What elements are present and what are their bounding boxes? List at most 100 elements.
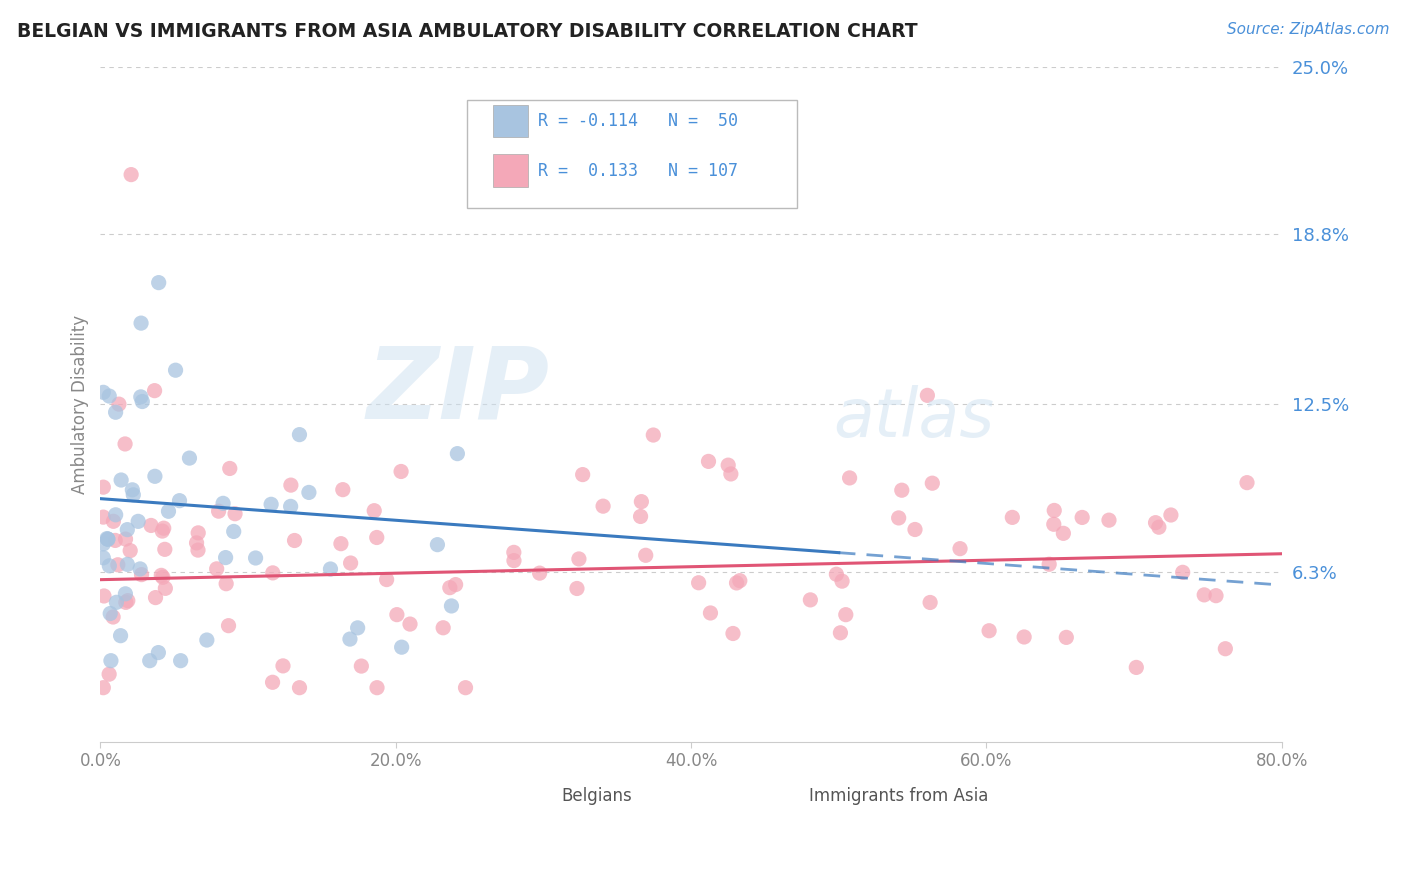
Point xyxy=(150,568,173,582)
Point xyxy=(91,537,114,551)
Point xyxy=(332,483,354,497)
Point xyxy=(887,511,910,525)
Point xyxy=(568,552,591,566)
Point xyxy=(148,646,170,660)
Point xyxy=(630,509,652,524)
Point xyxy=(114,587,136,601)
Point xyxy=(114,595,136,609)
Point xyxy=(1042,517,1064,532)
Point xyxy=(697,454,720,468)
Point xyxy=(1125,660,1147,674)
Point xyxy=(91,480,114,494)
Point xyxy=(214,550,236,565)
Text: R = -0.114   N =  50: R = -0.114 N = 50 xyxy=(537,112,738,130)
Point xyxy=(1071,510,1094,524)
Point xyxy=(245,551,267,566)
Point xyxy=(1171,566,1194,580)
Point xyxy=(283,533,305,548)
Point xyxy=(831,574,853,589)
Point xyxy=(224,507,246,521)
FancyBboxPatch shape xyxy=(513,782,550,809)
Point xyxy=(131,394,153,409)
Point xyxy=(212,496,235,510)
Point xyxy=(103,514,125,528)
Point xyxy=(262,566,284,580)
Point xyxy=(725,576,748,591)
Point xyxy=(110,629,132,643)
Point xyxy=(195,633,218,648)
Point xyxy=(1043,503,1066,517)
FancyBboxPatch shape xyxy=(762,782,797,809)
Point xyxy=(157,504,180,518)
Point xyxy=(1038,558,1060,572)
Point xyxy=(446,447,468,461)
Point xyxy=(93,589,115,603)
Point xyxy=(100,654,122,668)
Point xyxy=(120,168,142,182)
Point xyxy=(502,545,524,559)
Point xyxy=(91,681,114,695)
Point xyxy=(110,473,132,487)
Point xyxy=(127,514,149,528)
Point xyxy=(720,467,742,481)
Point xyxy=(129,390,152,404)
Point xyxy=(129,316,152,330)
Point xyxy=(440,599,463,613)
Point xyxy=(98,607,121,621)
Point xyxy=(920,595,942,609)
Point xyxy=(339,556,361,570)
Point xyxy=(139,518,162,533)
Point xyxy=(1144,516,1167,530)
Point xyxy=(121,483,143,497)
Point xyxy=(207,504,229,518)
Point xyxy=(1160,508,1182,522)
Point xyxy=(699,606,721,620)
Point xyxy=(571,467,593,482)
Point xyxy=(634,549,657,563)
Point xyxy=(114,437,136,451)
FancyBboxPatch shape xyxy=(467,101,797,209)
Text: BELGIAN VS IMMIGRANTS FROM ASIA AMBULATORY DISABILITY CORRELATION CHART: BELGIAN VS IMMIGRANTS FROM ASIA AMBULATO… xyxy=(17,22,918,41)
Point xyxy=(432,621,454,635)
Point xyxy=(329,537,352,551)
Point xyxy=(179,451,201,466)
Point xyxy=(117,593,139,607)
Point xyxy=(131,567,153,582)
Point xyxy=(835,607,858,622)
Point xyxy=(169,493,191,508)
Point xyxy=(169,654,191,668)
Point xyxy=(187,543,209,558)
Point xyxy=(643,428,665,442)
Point xyxy=(339,632,361,646)
Point xyxy=(114,532,136,546)
Point xyxy=(688,575,710,590)
Text: Immigrants from Asia: Immigrants from Asia xyxy=(810,787,988,805)
Point xyxy=(218,461,240,475)
Point xyxy=(1192,588,1215,602)
Text: atlas: atlas xyxy=(832,384,994,450)
Point xyxy=(503,553,526,567)
Point xyxy=(108,397,131,411)
Point xyxy=(104,405,127,419)
Point xyxy=(148,276,170,290)
Point xyxy=(143,384,166,398)
Point xyxy=(904,523,927,537)
Point xyxy=(186,536,208,550)
Point xyxy=(120,543,142,558)
Point xyxy=(630,494,652,508)
Point xyxy=(366,681,388,695)
FancyBboxPatch shape xyxy=(492,105,529,137)
Point xyxy=(346,621,368,635)
Point xyxy=(117,523,139,537)
Point xyxy=(215,576,238,591)
Point xyxy=(298,485,321,500)
Point xyxy=(262,675,284,690)
Point xyxy=(96,532,118,546)
Point xyxy=(152,521,174,535)
Point xyxy=(375,573,398,587)
Point xyxy=(260,497,283,511)
Point xyxy=(385,607,408,622)
Point xyxy=(444,577,467,591)
Point xyxy=(363,504,385,518)
Point xyxy=(890,483,912,498)
